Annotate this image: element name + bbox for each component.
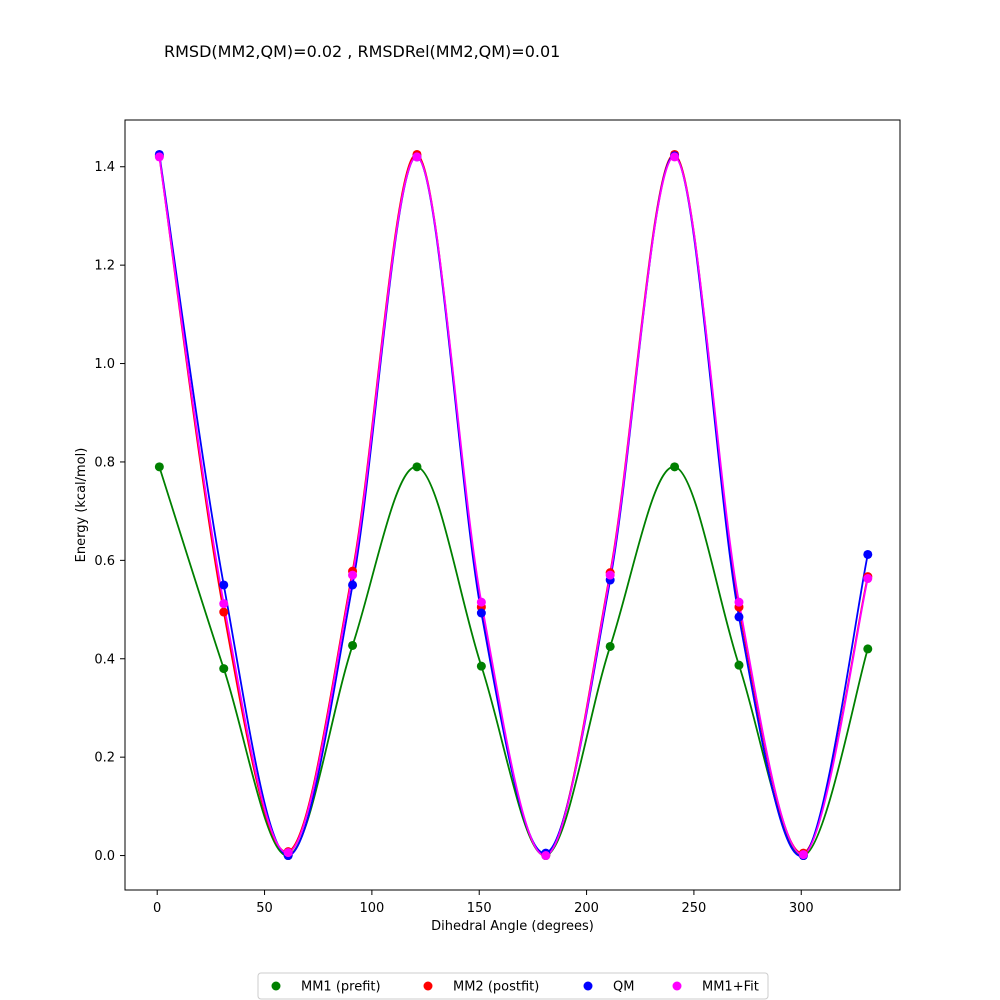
- series-point-2: [476, 608, 486, 618]
- series-point-2: [734, 612, 744, 622]
- legend-marker: [423, 981, 433, 991]
- series-point-0: [605, 641, 615, 651]
- y-tick-label: 0.0: [94, 849, 115, 864]
- y-tick-label: 0.2: [94, 751, 115, 766]
- legend-marker: [271, 981, 281, 991]
- plot-area: [154, 149, 873, 861]
- y-axis: 0.0 0.2 0.4 0.6 0.8 1.0 1.2 1.4: [94, 160, 125, 864]
- series-point-3: [219, 599, 229, 609]
- series-point-3: [348, 570, 358, 580]
- x-tick-label: 100: [359, 901, 384, 916]
- legend-label: MM1+Fit: [702, 980, 759, 995]
- series-point-3: [476, 597, 486, 607]
- series-point-2: [348, 580, 358, 590]
- y-tick-label: 1.0: [94, 357, 115, 372]
- series-point-0: [348, 640, 358, 650]
- series-point-3: [283, 848, 293, 858]
- y-tick-label: 0.6: [94, 554, 115, 569]
- legend-label: QM: [613, 980, 634, 995]
- legend-marker: [583, 981, 593, 991]
- series-point-2: [219, 580, 229, 590]
- x-tick-label: 150: [467, 901, 492, 916]
- series-point-0: [412, 462, 422, 472]
- x-axis: 0 50 100 150 200 250 300: [153, 890, 814, 916]
- x-tick-label: 50: [256, 901, 273, 916]
- series-point-3: [605, 570, 615, 580]
- series-point-0: [219, 664, 229, 674]
- series-point-2: [863, 549, 873, 559]
- plot-frame: [124, 119, 901, 891]
- series-point-0: [863, 644, 873, 654]
- legend-label: MM1 (prefit): [301, 980, 381, 995]
- y-tick-label: 0.4: [94, 652, 115, 667]
- series-point-3: [734, 597, 744, 607]
- y-tick-label: 1.2: [94, 259, 115, 274]
- series-line-0: [158, 465, 869, 857]
- series-point-3: [863, 574, 873, 584]
- legend: MM1 (prefit) MM2 (postfit) QM MM1+Fit: [257, 972, 769, 1000]
- y-tick-label: 1.4: [94, 160, 115, 175]
- y-tick-label: 0.8: [94, 455, 115, 470]
- series-point-3: [798, 850, 808, 860]
- series-point-1: [219, 607, 229, 617]
- legend-frame: [257, 972, 769, 1000]
- legend-marker: [672, 981, 682, 991]
- series-point-3: [412, 152, 422, 162]
- series-point-0: [670, 462, 680, 472]
- legend-label: MM2 (postfit): [453, 980, 539, 995]
- y-axis-label: Energy (kcal/mol): [74, 448, 89, 563]
- x-tick-label: 250: [681, 901, 706, 916]
- series-point-0: [476, 661, 486, 671]
- series-point-3: [541, 851, 551, 861]
- series-point-0: [154, 462, 164, 472]
- x-tick-label: 300: [789, 901, 814, 916]
- series-point-3: [670, 152, 680, 162]
- x-tick-label: 200: [574, 901, 599, 916]
- x-axis-label: Dihedral Angle (degrees): [431, 919, 594, 934]
- x-tick-label: 0: [153, 901, 161, 916]
- series-point-3: [154, 152, 164, 162]
- chart-title: RMSD(MM2,QM)=0.02 , RMSDRel(MM2,QM)=0.01: [164, 42, 560, 61]
- series-point-0: [734, 660, 744, 670]
